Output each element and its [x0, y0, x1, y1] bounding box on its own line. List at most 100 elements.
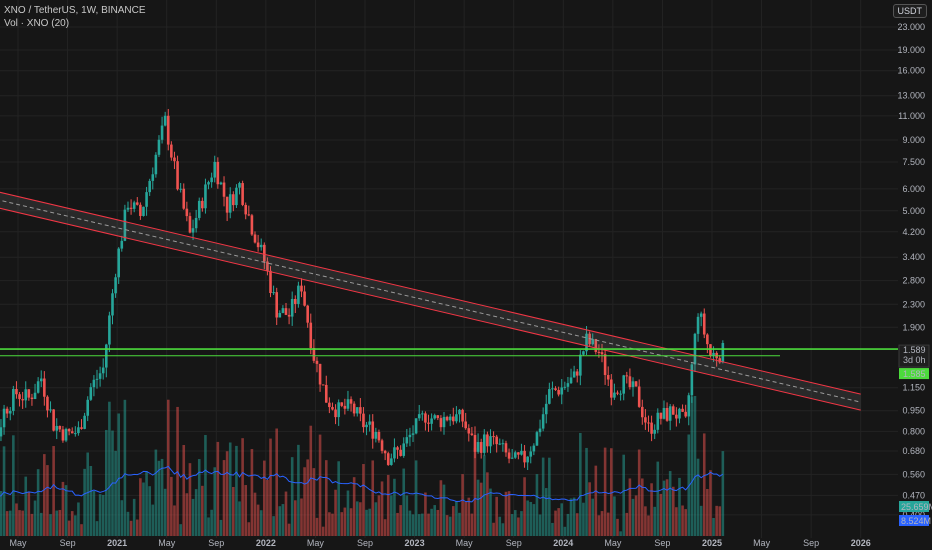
volume-bar [390, 495, 393, 536]
y-tick-label: 0.680 [902, 446, 925, 456]
volume-bar [665, 479, 669, 536]
candle-body [197, 200, 201, 218]
candle-body [297, 285, 300, 304]
volume-bar [272, 516, 275, 536]
volume-bar [52, 446, 55, 536]
volume-bar [185, 493, 189, 536]
candle-body [111, 293, 114, 316]
volume-bar [70, 511, 74, 536]
volume-bar [340, 512, 344, 536]
candle-body [526, 456, 529, 463]
candle-body [374, 431, 378, 439]
trend-line-upper[interactable] [0, 185, 861, 395]
symbol-title: XNO / TetherUS, 1W, BINANCE [4, 5, 146, 16]
volume-bar [80, 524, 83, 536]
trend-line-mid[interactable] [0, 193, 861, 403]
volume-bar [123, 399, 127, 536]
candle-body [321, 384, 325, 386]
volume-bar [696, 458, 700, 536]
volume-bar [579, 432, 582, 536]
x-tick-label: 2023 [405, 538, 425, 548]
time-axis[interactable]: May Sep 2021 May Sep 2022 May Sep 2023 May Sep 2024… [9, 538, 870, 548]
volume-value-label: 25.659M [901, 502, 932, 512]
volume-bar [430, 508, 433, 536]
volume-ma-line [0, 465, 724, 503]
volume-bar [386, 474, 390, 536]
candle-body [219, 182, 223, 185]
volume-bar [18, 510, 21, 536]
volume-bar [352, 477, 356, 536]
volume-bars [0, 396, 725, 536]
volume-bar [504, 491, 508, 536]
candle-body [204, 184, 207, 209]
volume-bar [513, 510, 517, 536]
volume-bar [300, 498, 303, 536]
candle-body [24, 389, 28, 401]
candle-body [662, 408, 666, 419]
candle-body [157, 139, 161, 155]
candle-body [244, 204, 248, 215]
volume-bar [328, 512, 331, 536]
candle-body [92, 379, 96, 388]
candle-body [532, 445, 536, 452]
y-tick-label: 0.470 [902, 490, 925, 500]
volume-bar [718, 506, 722, 536]
volume-bar [170, 476, 173, 536]
candle-body [293, 298, 297, 304]
volume-bar [498, 516, 502, 536]
currency-button[interactable]: USDT [892, 4, 927, 18]
volume-bar [24, 476, 28, 536]
volume-bar [402, 468, 406, 536]
candle-body [557, 389, 560, 395]
y-tick-label: 1.150 [902, 383, 925, 393]
candle-body [637, 386, 641, 407]
candle-body [12, 389, 15, 411]
y-tick-label: 2.300 [902, 299, 925, 309]
volume-bar [173, 505, 176, 536]
candle-body [606, 375, 610, 380]
volume-bar [699, 505, 703, 536]
candle-body [148, 180, 151, 193]
candle-body [117, 248, 120, 278]
price-axis[interactable]: 23.000 19.000 16.000 13.000 11.000 9.000 7.500… [897, 22, 925, 520]
volume-bar [637, 449, 641, 536]
volume-bar [544, 488, 548, 536]
candle-body [659, 412, 663, 419]
candle-body [448, 416, 452, 421]
candle-body [43, 378, 46, 397]
candle-body [151, 174, 155, 181]
volume-bar [405, 495, 409, 536]
volume-bar [284, 491, 288, 536]
candle-body [61, 429, 65, 441]
candle-body [554, 388, 557, 390]
volume-bar [120, 500, 124, 536]
volume-bar [101, 494, 105, 536]
volume-bar [92, 490, 96, 536]
candle-body [377, 431, 381, 441]
volume-bar [417, 514, 421, 536]
volume-bar [671, 486, 675, 536]
candle-body [390, 458, 393, 465]
volume-bar [210, 509, 213, 536]
volume-bar [538, 514, 542, 536]
volume-bar [61, 481, 65, 536]
volume-bar [374, 502, 378, 536]
candle-body [442, 416, 446, 428]
volume-bar [421, 513, 424, 536]
trend-line-lower[interactable] [0, 201, 861, 411]
candle-body [278, 312, 282, 318]
volume-bar [315, 517, 319, 536]
drawing-overlays[interactable] [0, 185, 898, 411]
volume-bar [83, 468, 86, 536]
candle-body [98, 373, 102, 379]
candle-body [300, 285, 303, 292]
volume-bar [470, 513, 474, 536]
candle-body [303, 291, 306, 306]
volume-bar [318, 434, 322, 536]
volume-bar [675, 507, 678, 536]
candle-body [585, 333, 588, 352]
candle-body [179, 188, 182, 190]
candle-body [563, 386, 567, 388]
volume-bar [33, 500, 37, 536]
